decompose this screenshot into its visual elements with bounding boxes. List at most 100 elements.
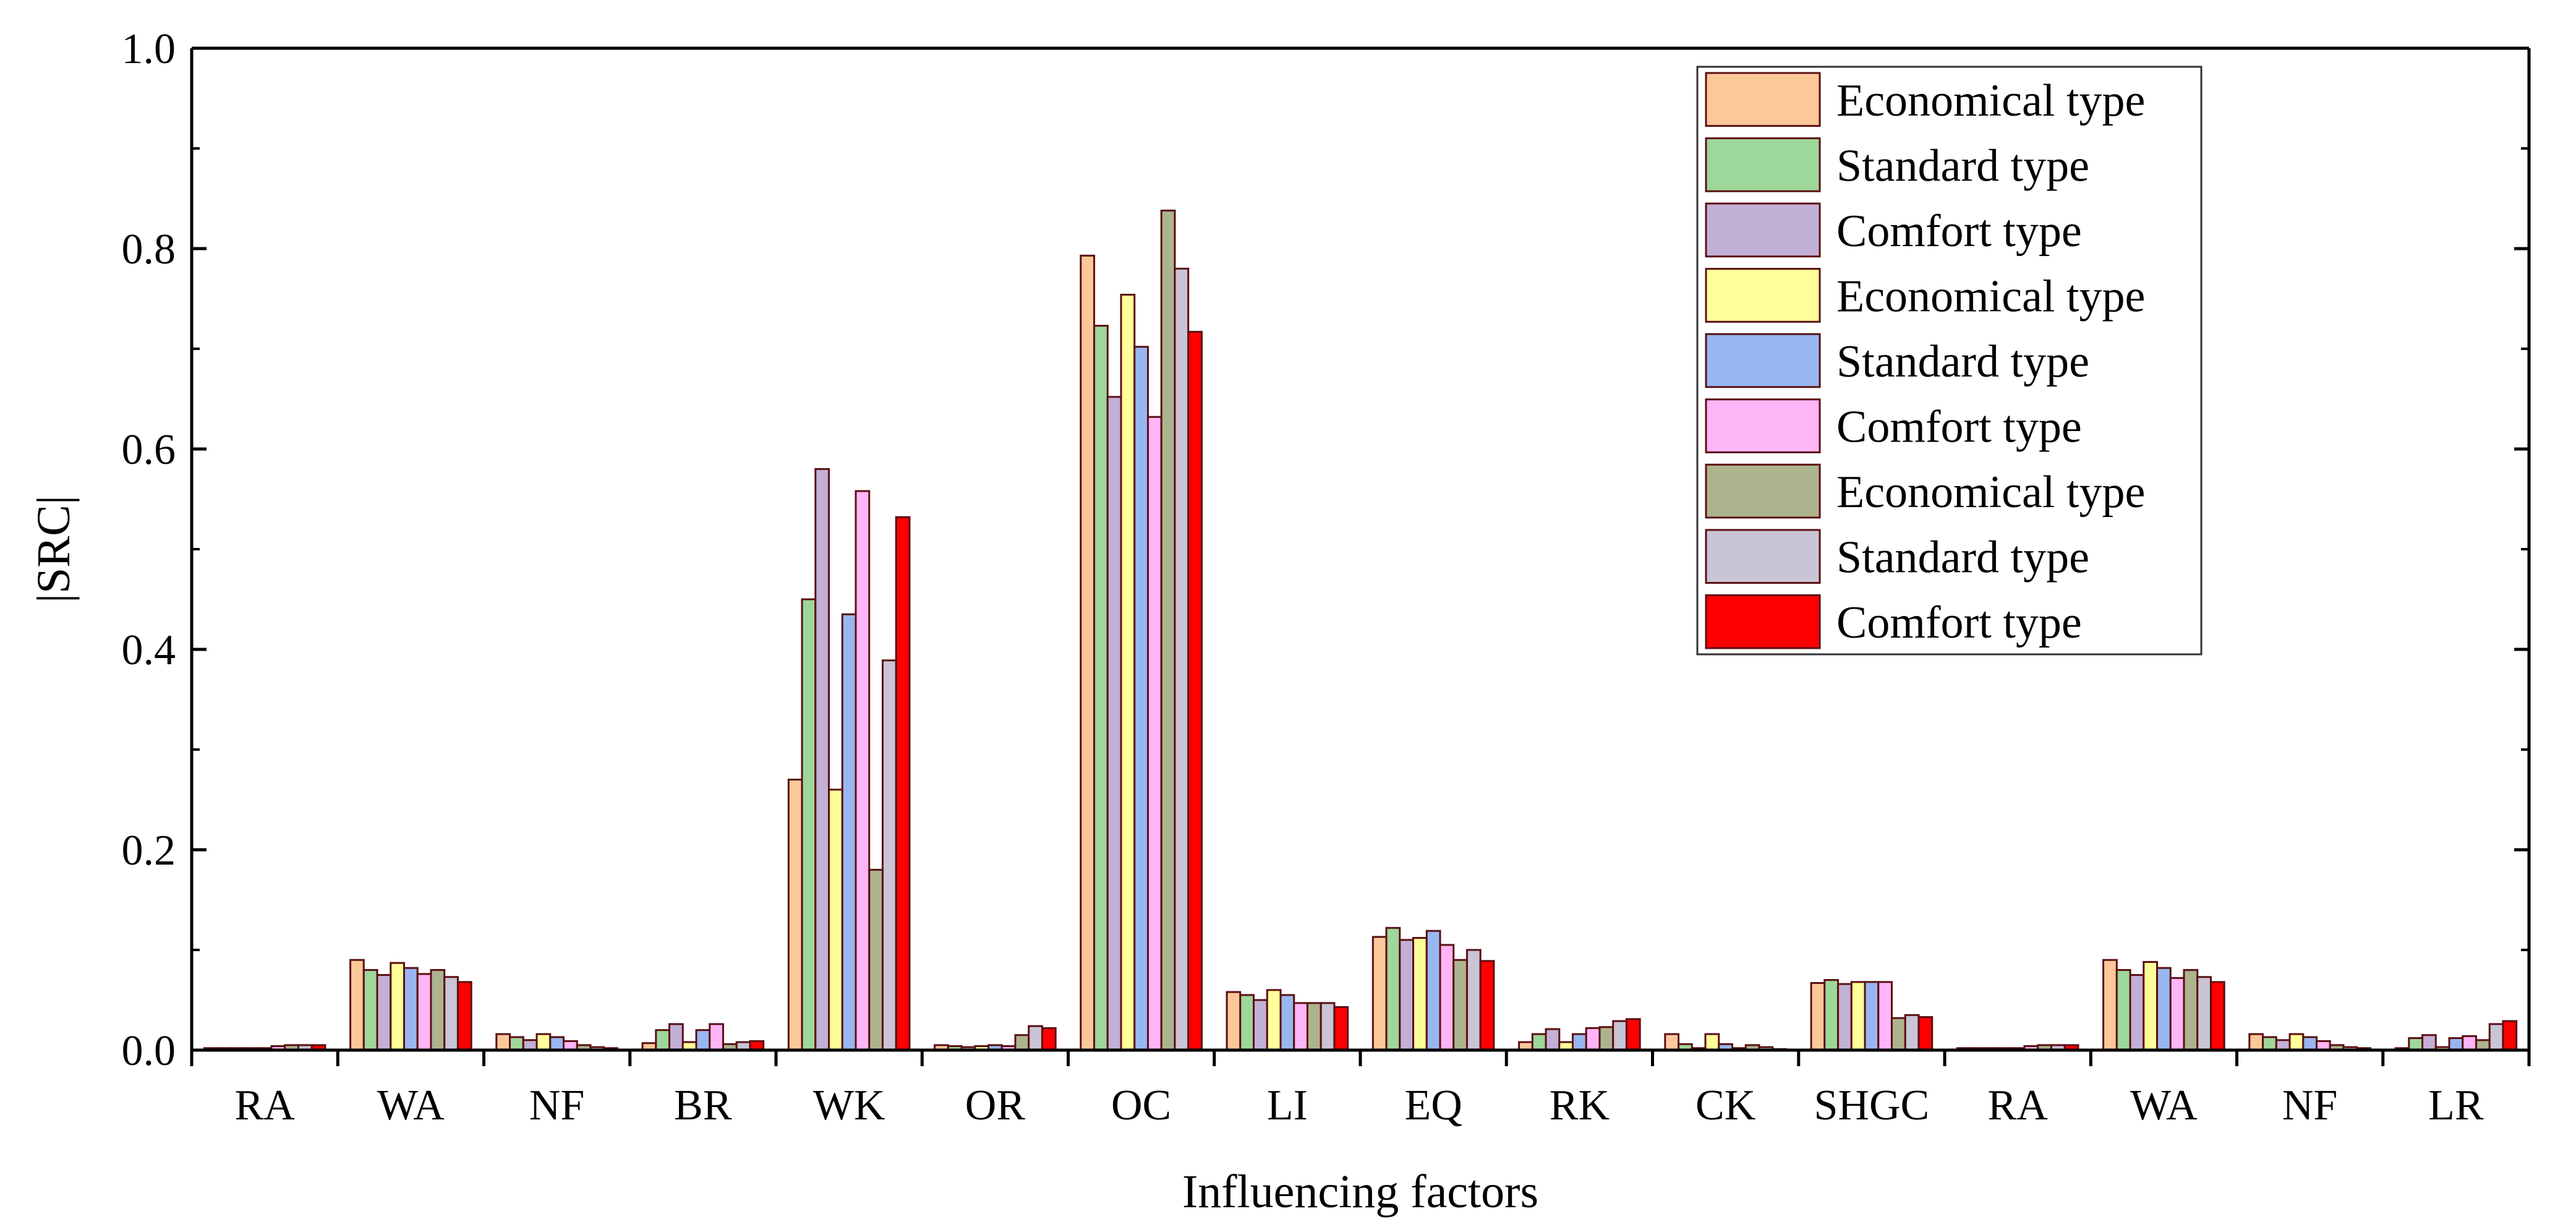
bar — [1253, 999, 1268, 1051]
x-tick-label: WA — [2130, 1082, 2198, 1129]
bar — [655, 1029, 671, 1051]
bar — [841, 613, 857, 1051]
bar — [1877, 981, 1893, 1051]
legend-swatch — [1705, 137, 1821, 192]
bar — [1704, 1033, 1720, 1051]
bar — [1810, 981, 1826, 1051]
bar — [2129, 974, 2145, 1051]
bar — [2408, 1037, 2424, 1051]
bar — [1160, 209, 1176, 1051]
bar — [828, 789, 843, 1051]
bar — [1612, 1020, 1627, 1051]
x-tick-label: EQ — [1404, 1082, 1462, 1129]
bar — [868, 868, 884, 1051]
x-tick-label: BR — [674, 1082, 732, 1129]
bar — [2462, 1035, 2477, 1051]
y-tick-label: 0.8 — [122, 226, 176, 273]
x-tick-label: WK — [813, 1082, 885, 1129]
bar — [1106, 396, 1122, 1051]
bar — [349, 959, 365, 1051]
bar — [1572, 1033, 1587, 1051]
bar — [1028, 1025, 1043, 1051]
bar — [787, 779, 803, 1051]
x-tick-label: OC — [1111, 1082, 1171, 1129]
bar — [2143, 960, 2159, 1051]
legend-label: Economical type — [1836, 467, 2145, 518]
bar — [1399, 939, 1415, 1051]
bar — [1174, 267, 1190, 1051]
x-tick-label: RK — [1550, 1082, 1610, 1129]
bar — [1385, 926, 1401, 1051]
bar — [390, 962, 406, 1051]
x-tick-label: SHGC — [1814, 1082, 1930, 1129]
bar — [1041, 1027, 1057, 1051]
bar — [1837, 983, 1853, 1051]
bar — [416, 973, 432, 1051]
bar — [1279, 994, 1295, 1051]
bar — [2248, 1033, 2264, 1051]
bar — [495, 1033, 511, 1051]
bar — [1864, 981, 1880, 1051]
bar — [814, 468, 830, 1051]
bar — [2102, 959, 2118, 1051]
legend-label: Standard type — [1836, 336, 2089, 387]
y-tick-label: 0.0 — [122, 1027, 176, 1075]
bar — [1625, 1018, 1641, 1051]
bar — [1320, 1002, 1336, 1051]
bar — [430, 968, 446, 1051]
legend-label: Economical type — [1836, 75, 2145, 126]
bar — [1917, 1016, 1934, 1051]
bar — [1479, 960, 1495, 1051]
legend-label: Comfort type — [1836, 402, 2082, 453]
y-tick-label: 0.6 — [122, 426, 176, 474]
bar — [881, 659, 897, 1051]
bar — [1890, 1017, 1906, 1051]
bar — [895, 516, 911, 1051]
x-tick-label: LI — [1267, 1082, 1308, 1129]
bar — [1239, 994, 1255, 1051]
bar — [1585, 1027, 1601, 1051]
bar — [549, 1036, 565, 1051]
x-tick-label: LR — [2428, 1082, 2484, 1129]
y-tick-label: 0.4 — [122, 626, 176, 674]
bar — [2183, 968, 2199, 1051]
legend-swatch — [1705, 333, 1821, 388]
bar — [1465, 949, 1482, 1051]
bar — [2169, 977, 2185, 1051]
bar — [1333, 1006, 1349, 1051]
bar — [1120, 294, 1136, 1051]
legend-swatch — [1705, 594, 1821, 649]
bar — [1146, 416, 1162, 1051]
y-tick-label: 1.0 — [122, 25, 176, 73]
bar — [1850, 981, 1866, 1051]
legend-swatch — [1705, 72, 1821, 127]
legend-swatch — [1705, 398, 1821, 453]
bar — [443, 976, 459, 1051]
bar — [1531, 1033, 1547, 1051]
legend-label: Economical type — [1836, 271, 2145, 322]
x-tick-label: RA — [235, 1082, 296, 1129]
y-axis-title: |SRC| — [28, 495, 80, 603]
bar — [403, 967, 419, 1051]
legend: Economical type Standard type Comfort type… — [1696, 66, 2203, 656]
bar — [2288, 1033, 2305, 1051]
bar — [2488, 1023, 2504, 1051]
bar — [2302, 1036, 2318, 1051]
bar — [1823, 979, 1840, 1051]
bar — [1545, 1028, 1561, 1051]
y-tick-label: 0.2 — [122, 827, 176, 874]
bar — [1306, 1002, 1322, 1051]
bar — [509, 1036, 524, 1051]
bar — [1080, 254, 1096, 1051]
bar — [1266, 989, 1282, 1051]
bar — [362, 968, 378, 1051]
bar — [2115, 968, 2131, 1051]
bar — [1371, 936, 1388, 1051]
bar — [1664, 1033, 1680, 1051]
bar — [376, 974, 392, 1051]
legend-label: Standard type — [1836, 140, 2089, 191]
x-axis-title: Influencing factors — [1182, 1166, 1538, 1218]
bar — [2502, 1020, 2518, 1051]
bar — [535, 1033, 552, 1051]
